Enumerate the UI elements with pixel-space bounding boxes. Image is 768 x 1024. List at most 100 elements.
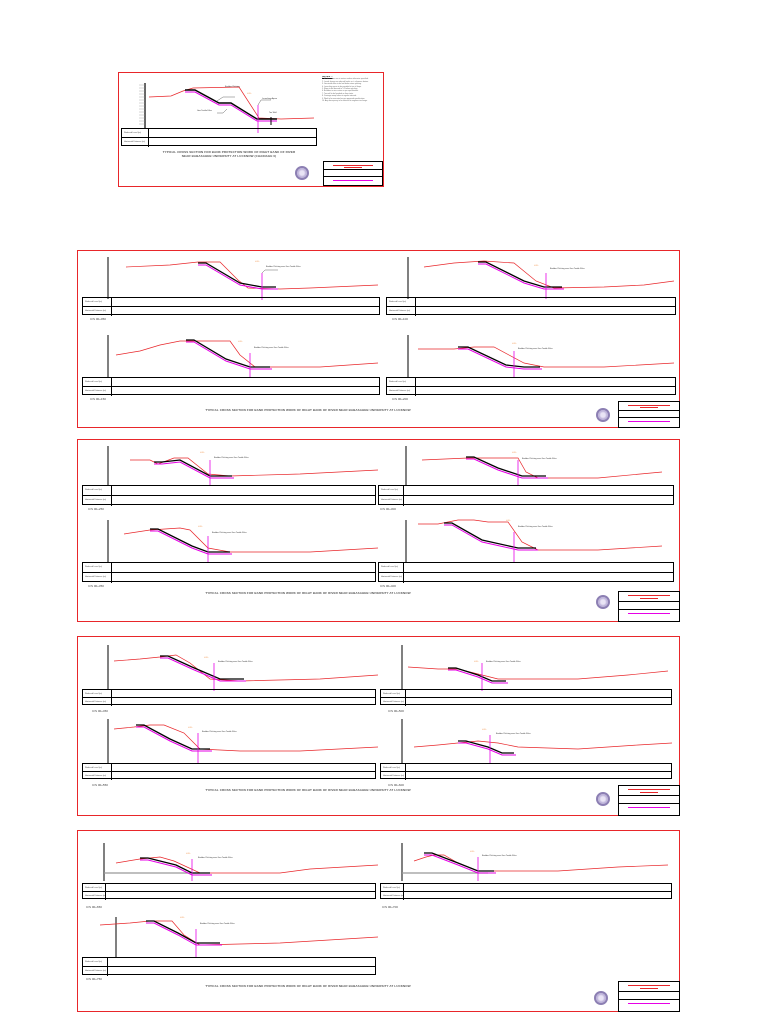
note-item: 7. Toe wall to be founded on firm strata…	[322, 92, 354, 95]
row-header-horizontal-distance: Horizontal Distance (m)	[379, 573, 404, 583]
titleblock-project: PROJECT DETAILS	[641, 413, 657, 414]
levels-table-b: Reduced Level (m) Horizontal Distance (m…	[386, 297, 676, 316]
cross-section-drawing	[107, 645, 379, 691]
titleblock-approved: APPROVED BY	[643, 1006, 655, 1007]
hfl-label: H.F.L.	[188, 727, 194, 729]
cross-section-a: H.F.L. Boulder Pitching over Geo Textile…	[80, 639, 380, 711]
cross-section-drawing	[405, 446, 663, 486]
levels-table-d: Reduced Level (m) Horizontal Distance (m…	[380, 763, 672, 780]
cross-section-d: H.F.L. Boulder Pitching over Geo Textile…	[378, 518, 678, 590]
levels-table-a: Reduced Level (m) Horizontal Distance (m…	[82, 485, 376, 506]
sheet-title-line-2: NEAR BABASAHEB UNIVERSITY AT LUCKNOW (CH…	[181, 154, 277, 158]
cross-section-drawing	[107, 719, 379, 763]
row-header-reduced-level: Reduced Level (m)	[83, 884, 106, 891]
cross-section-drawing	[401, 645, 669, 691]
row-header-reduced-level: Reduced Level (m)	[387, 298, 416, 306]
cross-section-d: H.F.L. Boulder Pitching over Geo Textile…	[378, 717, 678, 789]
row-header-horizontal-distance: Horizontal Distance (m)	[83, 698, 112, 706]
section-label: C/S 00+450	[92, 709, 108, 713]
section-label: C/S 00+500	[388, 709, 404, 713]
row-header-reduced-level: Reduced Level (m)	[381, 690, 406, 697]
note-item: 9. Work to be executed as per approved s…	[322, 97, 365, 100]
levels-table-c: Reduced Level (m) Horizontal Distance (m…	[82, 763, 376, 780]
section-label: C/S 00+300	[380, 507, 396, 511]
drawing-sheet-4: H.F.L. Boulder Pitching over Geo Textile…	[77, 636, 680, 816]
official-seal	[596, 792, 610, 806]
section-label: C/S 00+700	[382, 905, 398, 909]
note-item: 6. Boulders in wire crates as per specif…	[322, 90, 359, 93]
levels-table-c: Reduced Level (m) Horizontal Distance (m…	[82, 957, 376, 976]
row-header-reduced-level: Reduced Level (m)	[381, 884, 404, 891]
hfl-label: H.F.L.	[198, 526, 204, 528]
cross-section-b: H.F.L. Boulder Pitching over Geo Textile…	[378, 833, 678, 905]
levels-table-c: Reduced Level (m) Horizontal Distance (m…	[82, 562, 376, 583]
hfl-label: H.F.L.	[482, 729, 488, 731]
cross-section-c: H.F.L. Boulder Pitching over Geo Textile…	[80, 518, 380, 590]
section-label: C/S 00+050	[90, 317, 106, 321]
sheet-title: TYPICAL CROSS SECTION FOR BANK PROTECTIO…	[205, 984, 411, 988]
hfl-label: H.F.L.	[200, 452, 206, 454]
hfl-label: H.F.L.	[470, 851, 476, 853]
cross-section-c: H.F.L. Boulder Pitching over Geo Textile…	[80, 717, 380, 789]
sheet-title: TYPICAL CROSS SECTION FOR BANK PROTECTIO…	[205, 408, 411, 412]
cross-section-drawing	[107, 446, 379, 486]
hfl-label: H.F.L.	[247, 93, 253, 95]
note-item: 3. Geo-textile filter to be laid below s…	[322, 83, 362, 86]
row-header-reduced-level: Reduced Level (m)	[83, 486, 112, 495]
callout-pitching: Boulder Pitching over Geo Textile Filter	[518, 526, 553, 528]
cross-section-drawing	[407, 257, 675, 299]
row-header-reduced-level: Reduced Level (m)	[379, 563, 404, 572]
titleblock-approved: APPROVED BY	[643, 616, 655, 617]
section-label: C/S 00+550	[92, 783, 108, 787]
cross-section-drawing	[107, 335, 379, 377]
levels-table-b: Reduced Level (m) Horizontal Distance (m…	[378, 485, 674, 506]
note-item: 8. Drainage weep holes at regular interv…	[322, 95, 357, 98]
section-label: C/S 00+400	[380, 584, 396, 588]
cross-section-a: H.F.L. Boulder Pitching over Geo Textile…	[80, 442, 380, 514]
drawing-sheet-2: H.F.L. Boulder Pitching over Geo Textile…	[77, 250, 680, 428]
hfl-label: H.F.L.	[512, 452, 518, 454]
levels-table-b: Reduced Level (m) Horizontal Distance (m…	[380, 883, 672, 900]
row-header-reduced-level: Reduced Level (m)	[387, 378, 416, 386]
levels-table-c: Reduced Level (m) Horizontal Distance (m…	[82, 377, 380, 396]
section-label: C/S 00+150	[90, 397, 106, 401]
row-header-reduced-level: Reduced Level (m)	[122, 129, 149, 137]
title-block: PROJECT DETAILS APPROVED BY	[323, 161, 383, 186]
callout-pitching: Boulder Pitching over Geo Textile Filter	[522, 458, 557, 460]
official-seal	[295, 166, 309, 180]
levels-table: Reduced Level (m) Horizontal Distance (m…	[121, 128, 317, 147]
row-header-reduced-level: Reduced Level (m)	[381, 764, 406, 771]
cross-section-a: H.F.L. Boulder Pitching over Geo Textile…	[80, 253, 380, 325]
cross-section-drawing	[103, 843, 379, 881]
sheet-title: TYPICAL CROSS SECTION FOR BANK PROTECTIO…	[205, 788, 411, 792]
titleblock-approved: APPROVED BY	[643, 810, 655, 811]
title-block: PROJECT DETAILS APPROVED BY	[618, 785, 680, 816]
callout-pitching: Boulder Pitching over Geo Textile Filter	[496, 733, 531, 735]
title-block: PROJECT DETAILS APPROVED BY	[618, 591, 680, 622]
titleblock-approved: APPROVED BY	[347, 182, 359, 183]
cross-section-c: H.F.L. Boulder Pitching over Geo Textile…	[80, 911, 380, 983]
cross-section-drawing	[405, 519, 663, 562]
row-header-horizontal-distance: Horizontal Distance (m)	[83, 307, 112, 316]
hfl-label: H.F.L.	[255, 261, 261, 263]
row-header-horizontal-distance: Horizontal Distance (m)	[83, 892, 106, 900]
section-label: C/S 00+250	[88, 507, 104, 511]
section-label: C/S 00+100	[392, 317, 408, 321]
drawing-sheet-1: H.F.L. Boulder Pitching Geo Textile Filt…	[118, 72, 384, 187]
row-header-horizontal-distance: Horizontal Distance (m)	[381, 698, 406, 706]
cross-section-b: H.F.L. Boulder Pitching over Geo Textile…	[378, 442, 678, 514]
levels-table-a: Reduced Level (m) Horizontal Distance (m…	[82, 883, 376, 900]
titleblock-project: PROJECT DETAILS	[345, 172, 361, 173]
row-header-horizontal-distance: Horizontal Distance (m)	[83, 772, 112, 780]
cross-section-drawing	[99, 917, 379, 957]
callout-pitching: Boulder Pitching over Geo Textile Filter	[198, 857, 233, 859]
levels-table-d: Reduced Level (m) Horizontal Distance (m…	[378, 562, 674, 583]
callout-pitching: Boulder Pitching over Geo Textile Filter	[254, 347, 289, 349]
row-header-horizontal-distance: Horizontal Distance (m)	[83, 387, 112, 396]
callout-launching-apron: Launching Apron	[262, 98, 278, 100]
row-header-horizontal-distance: Horizontal Distance (m)	[83, 496, 112, 506]
cross-section-drawing	[139, 83, 315, 133]
row-header-horizontal-distance: Horizontal Distance (m)	[83, 967, 108, 976]
official-seal	[594, 991, 608, 1005]
notes-block: NOTES :- 1. All dimensions are in meters…	[322, 76, 382, 156]
